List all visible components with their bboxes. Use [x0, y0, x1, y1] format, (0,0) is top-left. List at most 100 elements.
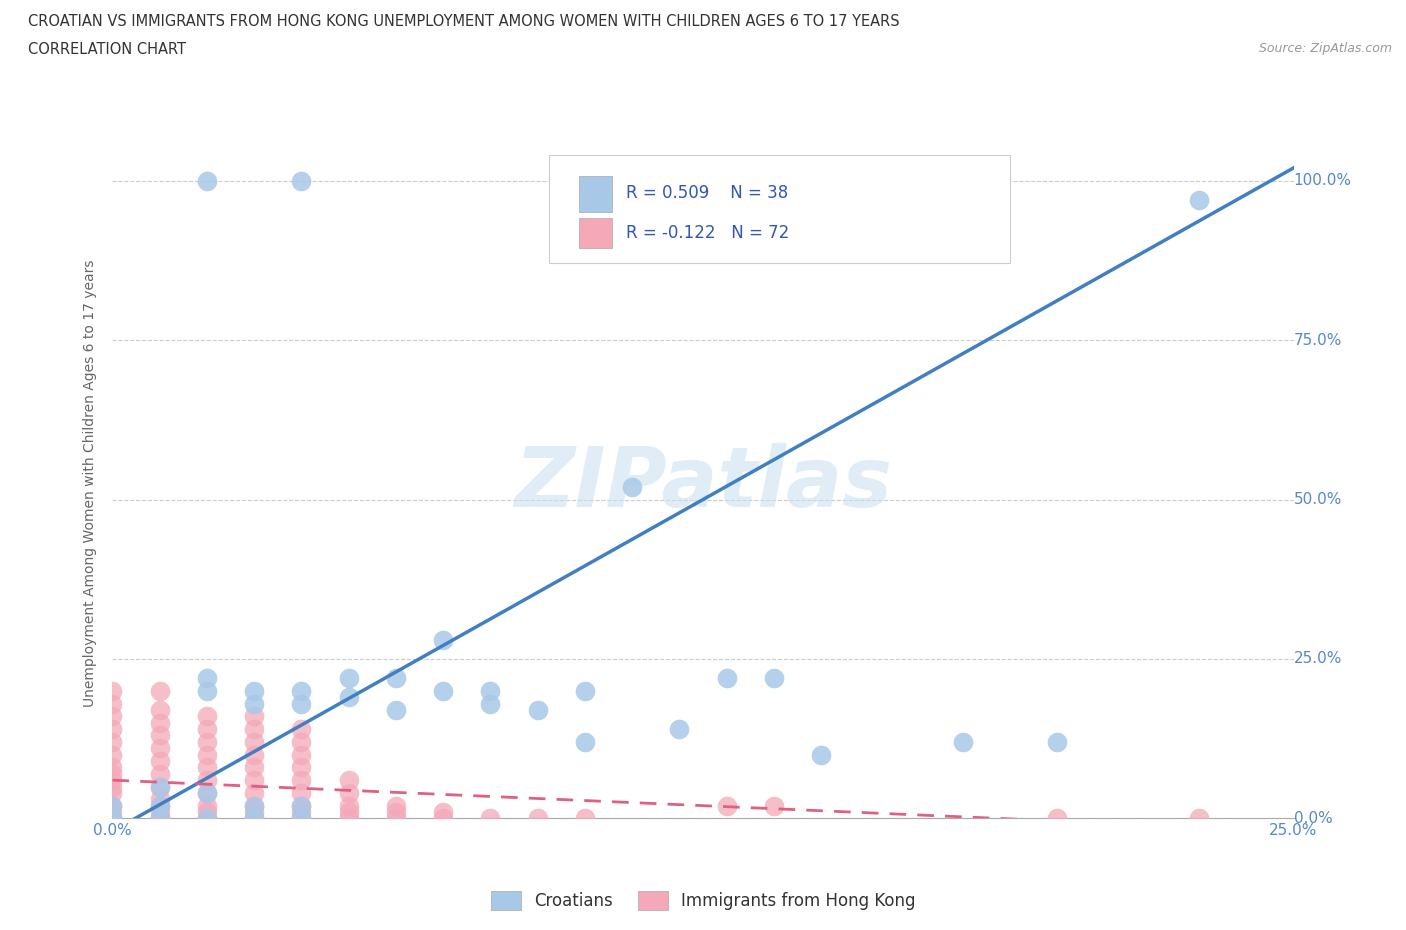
- Point: [574, 735, 596, 750]
- Point: [290, 760, 312, 775]
- Text: 25.0%: 25.0%: [1294, 652, 1341, 667]
- Point: [668, 722, 690, 737]
- Point: [243, 811, 266, 826]
- Point: [101, 766, 124, 781]
- Point: [101, 709, 124, 724]
- Point: [101, 722, 124, 737]
- Point: [290, 697, 312, 711]
- Point: [149, 684, 172, 698]
- Text: ZIPatlas: ZIPatlas: [515, 443, 891, 525]
- Point: [716, 798, 738, 813]
- Point: [762, 798, 785, 813]
- Point: [526, 702, 548, 717]
- Point: [290, 798, 312, 813]
- Point: [149, 702, 172, 717]
- Point: [195, 671, 218, 685]
- Point: [195, 786, 218, 801]
- Point: [195, 760, 218, 775]
- FancyBboxPatch shape: [550, 155, 1010, 262]
- Point: [337, 773, 360, 788]
- Point: [243, 804, 266, 819]
- Point: [195, 709, 218, 724]
- Point: [149, 779, 172, 794]
- Point: [243, 747, 266, 762]
- Text: 0.0%: 0.0%: [1294, 811, 1333, 826]
- Point: [243, 811, 266, 826]
- Point: [195, 173, 218, 188]
- Point: [243, 798, 266, 813]
- Point: [149, 715, 172, 730]
- Point: [385, 671, 408, 685]
- Point: [762, 671, 785, 685]
- Point: [149, 766, 172, 781]
- Point: [195, 747, 218, 762]
- Point: [101, 773, 124, 788]
- Point: [1188, 811, 1211, 826]
- Point: [479, 684, 502, 698]
- Text: Source: ZipAtlas.com: Source: ZipAtlas.com: [1258, 42, 1392, 55]
- Point: [101, 786, 124, 801]
- Point: [574, 811, 596, 826]
- Point: [290, 804, 312, 819]
- Point: [290, 722, 312, 737]
- Point: [526, 811, 548, 826]
- Point: [101, 760, 124, 775]
- Point: [716, 671, 738, 685]
- Point: [243, 798, 266, 813]
- Point: [290, 735, 312, 750]
- Point: [195, 798, 218, 813]
- Point: [101, 747, 124, 762]
- Point: [432, 684, 454, 698]
- Text: 75.0%: 75.0%: [1294, 333, 1341, 348]
- Point: [101, 697, 124, 711]
- Point: [195, 684, 218, 698]
- Point: [385, 702, 408, 717]
- Text: CORRELATION CHART: CORRELATION CHART: [28, 42, 186, 57]
- Text: 50.0%: 50.0%: [1294, 492, 1341, 507]
- Point: [337, 804, 360, 819]
- Point: [101, 735, 124, 750]
- Point: [385, 798, 408, 813]
- Point: [195, 804, 218, 819]
- Point: [149, 741, 172, 756]
- Point: [149, 804, 172, 819]
- Point: [432, 632, 454, 647]
- Point: [149, 798, 172, 813]
- Y-axis label: Unemployment Among Women with Children Ages 6 to 17 years: Unemployment Among Women with Children A…: [83, 259, 97, 708]
- Point: [432, 811, 454, 826]
- Point: [195, 811, 218, 826]
- Point: [101, 684, 124, 698]
- Bar: [579, 218, 612, 248]
- Point: [479, 697, 502, 711]
- Point: [574, 684, 596, 698]
- Point: [195, 773, 218, 788]
- Text: R = -0.122   N = 72: R = -0.122 N = 72: [626, 224, 790, 242]
- Point: [290, 811, 312, 826]
- Point: [101, 798, 124, 813]
- Point: [243, 722, 266, 737]
- Point: [149, 779, 172, 794]
- Point: [243, 773, 266, 788]
- Point: [337, 671, 360, 685]
- Legend: Croatians, Immigrants from Hong Kong: Croatians, Immigrants from Hong Kong: [484, 884, 922, 917]
- Point: [810, 747, 832, 762]
- Point: [337, 786, 360, 801]
- Point: [290, 786, 312, 801]
- Point: [1188, 193, 1211, 207]
- Point: [1046, 811, 1069, 826]
- Point: [290, 173, 312, 188]
- Point: [149, 753, 172, 768]
- Point: [243, 760, 266, 775]
- Bar: [579, 176, 612, 212]
- Point: [149, 811, 172, 826]
- Point: [149, 728, 172, 743]
- Point: [290, 798, 312, 813]
- Point: [385, 811, 408, 826]
- Point: [479, 811, 502, 826]
- Point: [432, 804, 454, 819]
- Point: [195, 786, 218, 801]
- Point: [101, 811, 124, 826]
- Point: [195, 722, 218, 737]
- Point: [337, 811, 360, 826]
- Point: [101, 779, 124, 794]
